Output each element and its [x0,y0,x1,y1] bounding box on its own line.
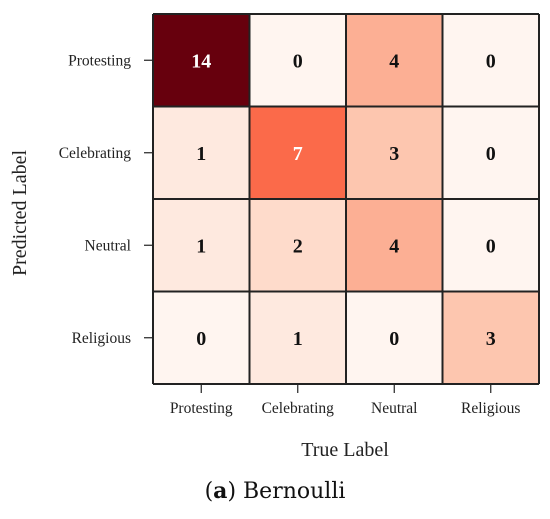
cell-value-0-3: 0 [486,50,496,72]
x-axis-title: True Label [301,439,389,461]
cell-value-1-1: 7 [293,143,303,165]
y-tick-label-0: Protesting [68,52,131,69]
cell-value-1-2: 3 [389,143,399,165]
caption-label: a [213,478,228,504]
heatmap-cell-0-2 [346,14,443,107]
heatmap-cell-2-1 [249,199,346,292]
cell-value-0-0: 14 [191,50,211,72]
cell-value-2-2: 4 [389,235,399,257]
heatmap-cell-0-0 [153,14,250,107]
x-tick-label-2: Neutral [371,400,417,417]
heatmap-cell-1-1 [249,106,346,199]
cell-value-1-3: 0 [486,143,496,165]
y-tick-label-2: Neutral [85,237,131,254]
heatmap-cell-1-2 [346,106,443,199]
cell-value-2-0: 1 [196,235,206,257]
heatmap-cell-3-2 [346,291,443,384]
heatmap-cell-2-2 [346,199,443,292]
cell-value-3-2: 0 [389,328,399,350]
heatmap-cell-1-3 [442,106,539,199]
y-axis-ticks: Protesting Celebrating Neutral Religious [59,52,153,347]
cell-value-2-3: 0 [486,235,496,257]
cell-value-3-0: 0 [196,328,206,350]
cell-value-3-3: 3 [486,328,496,350]
y-tick-label-3: Religious [72,330,131,347]
heatmap-grid [152,13,540,385]
cell-value-3-1: 1 [293,328,303,350]
y-axis-title: Predicted Label [9,150,31,276]
x-tick-label-3: Religious [461,400,520,417]
heatmap-cell-2-3 [442,199,539,292]
heatmap-cell-2-0 [153,199,250,292]
cell-value-0-1: 0 [293,50,303,72]
heatmap-cell-1-0 [153,106,250,199]
caption-text: Bernoulli [243,479,346,504]
heatmap-cell-3-3 [442,291,539,384]
x-tick-label-1: Celebrating [262,400,335,417]
cell-value-0-2: 4 [389,50,399,72]
x-tick-label-0: Protesting [170,400,233,417]
x-axis-ticks: Protesting Celebrating Neutral Religious [170,384,520,417]
cell-value-2-1: 2 [293,235,303,257]
heatmap-cell-labels: 14 0 4 0 1 7 3 0 1 2 4 0 0 1 0 3 [191,50,496,350]
cell-value-1-0: 1 [196,143,206,165]
heatmap-cell-0-1 [249,14,346,107]
y-tick-label-1: Celebrating [59,145,132,162]
figure-caption: (a) Bernoulli [204,478,346,504]
heatmap-cells [153,14,539,384]
heatmap-cell-3-1 [249,291,346,384]
heatmap-cell-3-0 [153,291,250,384]
heatmap-cell-0-3 [442,14,539,107]
